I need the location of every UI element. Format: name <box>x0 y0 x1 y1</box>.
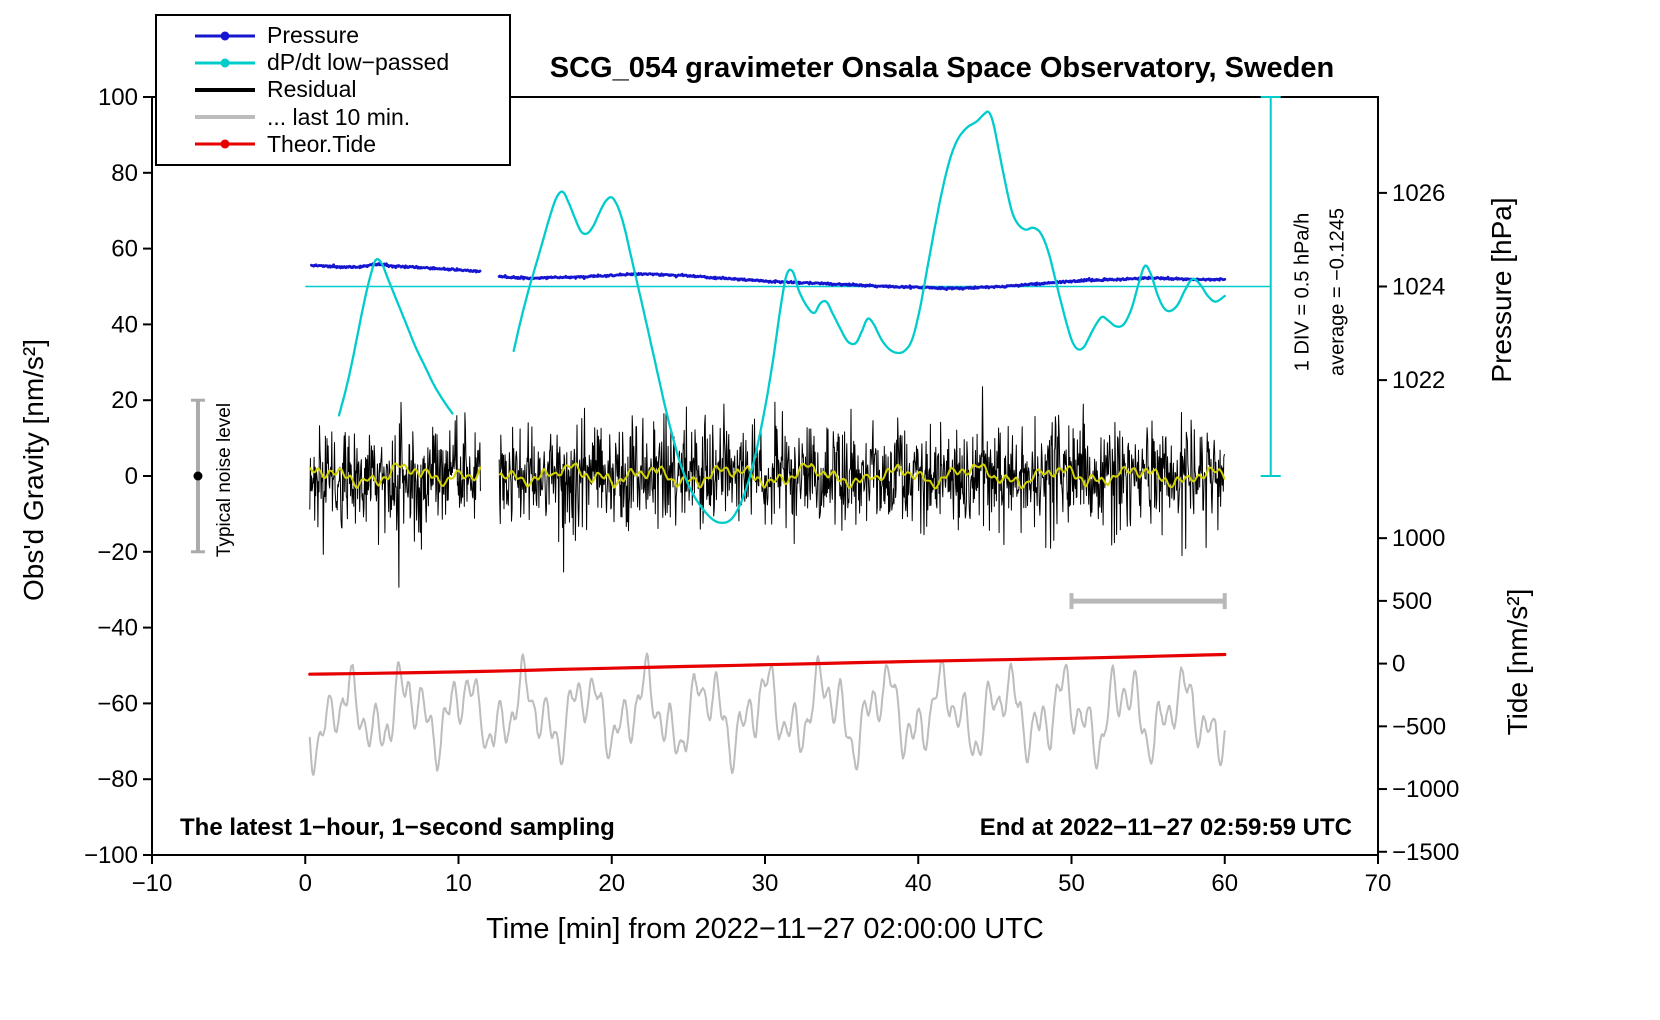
legend-item-residual: Residual <box>157 76 509 103</box>
series-residual <box>309 386 1225 588</box>
pressure-tick-label: 1024 <box>1392 274 1445 301</box>
series-pressure <box>310 262 1227 291</box>
legend-swatch-line-icon <box>195 57 255 69</box>
y-tick-label: 40 <box>111 311 138 338</box>
x-tick-label: −10 <box>132 870 173 897</box>
x-tick-label: 70 <box>1365 870 1392 897</box>
y-tick-label: 20 <box>111 387 138 414</box>
series-tide <box>308 652 1227 676</box>
series-last10 <box>308 652 1226 776</box>
x-tick-label: 30 <box>752 870 779 897</box>
x-tick-label: 60 <box>1211 870 1238 897</box>
noise-level-dot <box>193 471 203 481</box>
series-dpdt <box>337 110 1226 525</box>
y-axis-label-gravity: Obs'd Gravity [nm/s²] <box>18 338 49 602</box>
y-tick-label: 0 <box>125 463 138 490</box>
sampling-note: The latest 1−hour, 1−second sampling <box>180 814 615 841</box>
tide-tick-label: 500 <box>1392 588 1432 615</box>
legend-label: Residual <box>267 76 357 103</box>
legend-swatch-line-icon <box>195 138 255 150</box>
x-tick-label: 0 <box>299 870 312 897</box>
y-tick-label: 60 <box>111 236 138 263</box>
x-tick-label: 50 <box>1058 870 1085 897</box>
x-axis-label: Time [min] from 2022−11−27 02:00:00 UTC <box>486 913 1044 945</box>
legend-label: dP/dt low−passed <box>267 49 450 76</box>
legend-label: ... last 10 min. <box>267 103 411 130</box>
page-title: SCG_054 gravimeter Onsala Space Observat… <box>549 52 1335 84</box>
pressure-tick-label: 1022 <box>1392 367 1445 394</box>
legend-item-pressure: Pressure <box>157 22 509 49</box>
div-scale-label: 1 DIV = 0.5 hPa/h <box>1291 212 1314 372</box>
y-tick-label: −40 <box>97 615 138 642</box>
y-tick-label: −20 <box>97 539 138 566</box>
y-tick-label: −60 <box>97 690 138 717</box>
tide-tick-label: 0 <box>1392 651 1405 678</box>
y-tick-label: 80 <box>111 160 138 187</box>
legend-swatch-line-icon <box>195 84 255 96</box>
legend-item-last10min: ... last 10 min. <box>157 104 509 130</box>
y-tick-label: −100 <box>84 842 138 869</box>
legend: Pressure dP/dt low−passed Residual ... l… <box>155 14 511 166</box>
series-residual-lowpass <box>308 462 1226 490</box>
legend-label: Pressure <box>267 22 360 49</box>
tide-tick-label: −1500 <box>1392 839 1459 866</box>
pressure-tick-label: 1026 <box>1392 180 1445 207</box>
legend-item-dpdt: dP/dt low−passed <box>157 49 509 76</box>
legend-label: Theor.Tide <box>267 130 377 157</box>
legend-swatch-line-icon <box>195 111 255 123</box>
legend-item-theor-tide: Theor.Tide <box>157 131 509 157</box>
tide-tick-label: 1000 <box>1392 525 1445 552</box>
x-tick-label: 40 <box>905 870 932 897</box>
tide-tick-label: −500 <box>1392 713 1446 740</box>
y-axis-label-pressure: Pressure [hPa] <box>1486 197 1517 383</box>
x-tick-label: 20 <box>598 870 625 897</box>
typical-noise-level-label: Typical noise level <box>214 402 235 558</box>
legend-swatch-line-icon <box>195 30 255 42</box>
average-value-label: average = −0.1245 <box>1326 208 1349 376</box>
y-tick-label: 100 <box>98 84 138 111</box>
y-tick-label: −80 <box>97 766 138 793</box>
y-axis-label-tide: Tide [nm/s²] <box>1502 588 1533 736</box>
x-tick-label: 10 <box>445 870 472 897</box>
end-time-note: End at 2022−11−27 02:59:59 UTC <box>979 814 1352 841</box>
tide-tick-label: −1000 <box>1392 776 1459 803</box>
